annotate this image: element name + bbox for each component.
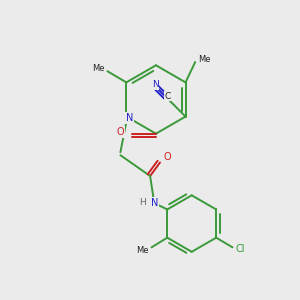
- Text: N: N: [126, 113, 133, 123]
- Text: Me: Me: [199, 55, 211, 64]
- Text: C: C: [165, 92, 171, 101]
- Text: Cl: Cl: [235, 244, 245, 254]
- Text: N: N: [152, 80, 158, 89]
- Text: O: O: [163, 152, 171, 162]
- Text: Me: Me: [92, 64, 104, 73]
- Text: Me: Me: [136, 246, 149, 255]
- Text: N: N: [151, 198, 158, 208]
- Text: O: O: [116, 127, 124, 137]
- Text: H: H: [139, 198, 146, 207]
